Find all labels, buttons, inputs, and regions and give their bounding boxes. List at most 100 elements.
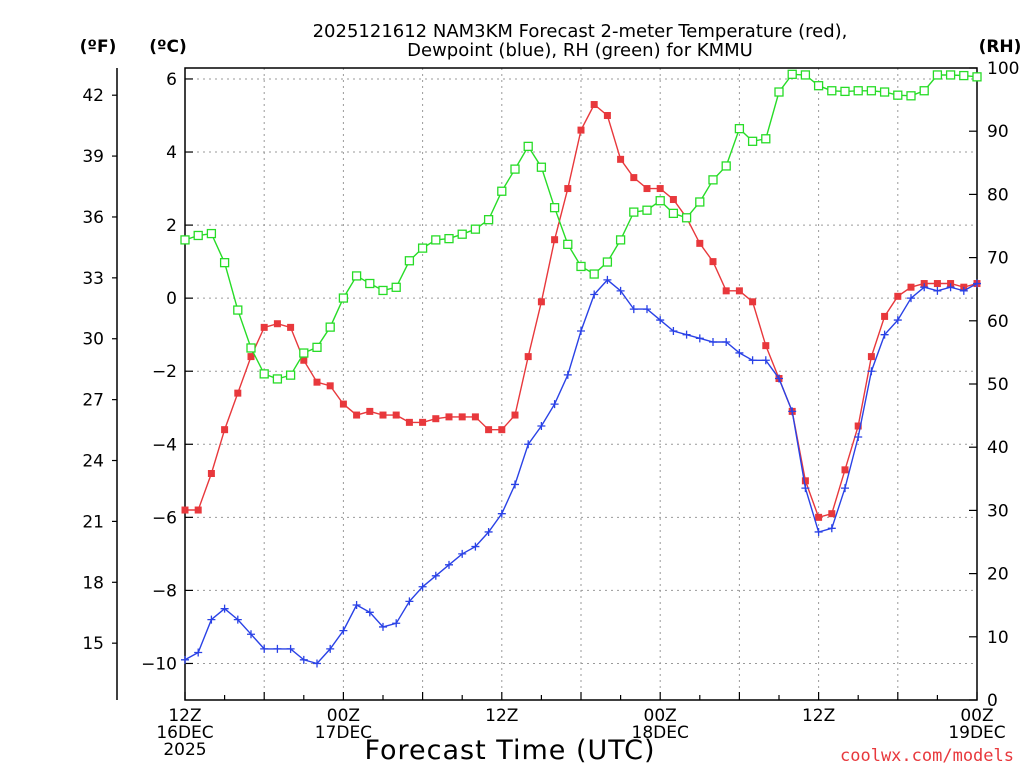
- rh-point: [259, 369, 269, 379]
- rh-point: [800, 70, 811, 80]
- rh-point: [457, 229, 467, 239]
- rh-point: [747, 136, 758, 146]
- dewpoint-point: [471, 542, 480, 551]
- rh-tick-label: 0: [987, 691, 998, 711]
- rh-point: [629, 207, 639, 217]
- celsius-tick-label: −6: [152, 508, 177, 528]
- rh-point: [338, 293, 349, 303]
- rh-point: [695, 197, 705, 207]
- temperature-point: [485, 426, 493, 434]
- chart-title: 2025121612 NAM3KM Forecast 2-meter Tempe…: [313, 21, 848, 61]
- rh-point: [853, 86, 863, 96]
- fahrenheit-tick-label: 15: [82, 634, 104, 654]
- temperature-point: [432, 415, 440, 423]
- temperature-point: [735, 287, 743, 295]
- dewpoint-point: [418, 582, 427, 591]
- dewpoint-point: [669, 327, 678, 336]
- temperature-point: [590, 101, 598, 109]
- dewpoint-point: [405, 597, 414, 606]
- fahrenheit-tick-label: 27: [82, 391, 104, 411]
- temperature-point: [722, 287, 730, 295]
- rh-point: [193, 230, 203, 241]
- dewpoint-point: [709, 337, 717, 346]
- dewpoint-point: [695, 334, 704, 343]
- series-layer: [180, 69, 982, 668]
- dewpoint-point: [920, 283, 929, 292]
- rh-point: [879, 87, 890, 97]
- rh-point: [734, 124, 745, 134]
- dewpoint-point: [629, 305, 638, 314]
- celsius-tick-label: 2: [166, 216, 177, 236]
- temperature-point: [841, 466, 849, 474]
- rh-point: [536, 162, 547, 172]
- dewpoint-point: [590, 290, 599, 299]
- x-tick-label: 00Z: [644, 706, 677, 726]
- rh-point: [246, 343, 256, 353]
- temperature-point: [630, 174, 638, 182]
- temperature-point: [207, 470, 215, 478]
- dewpoint-point: [880, 330, 889, 339]
- dewpoint-point: [801, 484, 810, 493]
- dewpoint-point: [735, 348, 744, 357]
- dewpoint-point: [788, 407, 797, 416]
- rh-point: [219, 258, 230, 268]
- rh-tick-label: 20: [987, 565, 1009, 585]
- fahrenheit-tick-label: 33: [82, 269, 104, 289]
- dewpoint-point: [260, 644, 269, 653]
- rh-point: [312, 342, 322, 352]
- dewpoint-point: [643, 305, 651, 314]
- temperature-point: [815, 513, 823, 521]
- rh-point: [365, 278, 375, 289]
- rh-tick-label: 70: [987, 249, 1009, 269]
- rh-point: [523, 141, 533, 152]
- dewpoint-point: [722, 337, 731, 346]
- temperature-point: [419, 418, 427, 426]
- celsius-tick-label: −4: [152, 435, 177, 455]
- dewpoint-point: [946, 283, 955, 292]
- rh-point: [774, 87, 784, 97]
- rh-point: [404, 256, 415, 266]
- temperature-point: [392, 411, 400, 419]
- temperature-point: [366, 407, 374, 415]
- fahrenheit-tick-label: 21: [82, 512, 104, 532]
- temperature-point: [617, 155, 625, 163]
- rh-point: [233, 305, 243, 315]
- dewpoint-point: [841, 484, 849, 493]
- dewpoint-point: [326, 644, 335, 653]
- temperature-point: [577, 126, 585, 134]
- rh-point: [299, 348, 309, 358]
- temperature-point: [709, 258, 717, 266]
- dewpoint-point: [233, 615, 242, 624]
- dewpoint-point: [616, 286, 625, 295]
- rh-point: [827, 86, 837, 96]
- chart-title-line1: 2025121612 NAM3KM Forecast 2-meter Tempe…: [313, 21, 848, 42]
- temperature-point: [537, 298, 545, 306]
- rh-point: [602, 257, 613, 267]
- dewpoint-point: [181, 655, 189, 664]
- rh-point: [932, 70, 943, 80]
- fahrenheit-tick-label: 36: [82, 208, 104, 228]
- rh-point: [906, 91, 916, 101]
- dewpoint-point: [682, 330, 691, 339]
- dewpoint-point: [365, 608, 374, 617]
- rh-point: [615, 235, 626, 245]
- celsius-tick-label: −8: [152, 581, 177, 601]
- dewpoint-point: [352, 601, 361, 610]
- celsius-tick-label: 4: [166, 143, 177, 163]
- temperature-point: [445, 413, 453, 421]
- temperature-point: [801, 477, 809, 485]
- dewpoint-point: [379, 622, 387, 631]
- rh-point: [285, 370, 296, 380]
- dewpoint-point: [827, 524, 836, 533]
- x-tick-label: 2025: [163, 740, 206, 760]
- rh-point: [959, 70, 969, 81]
- rh-point: [391, 282, 401, 292]
- temperature-point: [379, 411, 387, 419]
- dewpoint-point: [313, 659, 321, 668]
- temperature-point: [260, 323, 268, 331]
- rh-point: [721, 161, 731, 171]
- rh-tick-label: 10: [987, 628, 1009, 648]
- rh-tick-label: 60: [987, 312, 1009, 332]
- temperature-point: [603, 111, 611, 119]
- dewpoint-point: [497, 509, 506, 518]
